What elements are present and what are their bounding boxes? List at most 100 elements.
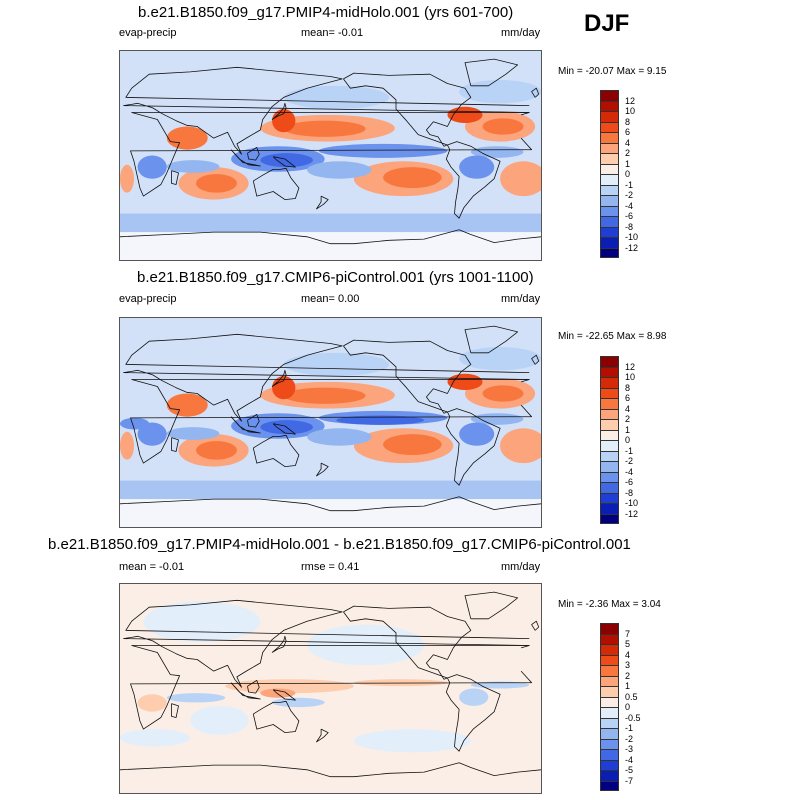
panel-3-coastline	[252, 700, 300, 734]
panel-3-colorbar-tick-label: 7	[625, 628, 631, 639]
panel-2-colorbar-tick-label: -10	[625, 498, 639, 508]
panel-3-coastline	[531, 620, 540, 631]
panel-1-units-label: mm/day	[501, 27, 541, 39]
panel-1-colorbar-tick-label: 1	[625, 158, 631, 169]
panel-2-coastline	[123, 333, 530, 422]
panel-2-arabian-sea	[166, 393, 208, 417]
panel-1-colorbar-swatch	[600, 163, 619, 174]
panel-1-colorbar-swatch	[600, 216, 619, 227]
panel-3-colorbar-tick-label: 0.5	[625, 691, 638, 702]
panel-1-colorbar-tick-label: -1	[625, 179, 634, 190]
panel-3-colorbar-swatch	[600, 759, 619, 770]
panel-3-colorbar-tick-label: -1	[625, 723, 634, 733]
panel-2-amazon	[459, 422, 495, 446]
panel-3-coastline	[271, 635, 287, 653]
panel-2-colorbar-swatch	[600, 482, 619, 493]
panel-2-colorbar-swatch	[600, 450, 619, 461]
panel-2-colorbar	[600, 356, 619, 524]
panel-3-coastline	[343, 605, 472, 680]
panel-2-gulf-stream	[447, 373, 483, 390]
panel-2-colorbar-swatch	[600, 377, 619, 388]
panel-1-colorbar-tick-label: -10	[625, 232, 639, 242]
panel-1-s-atlantic-east	[120, 164, 135, 193]
panel-1-n-atlantic-storm	[459, 80, 541, 104]
panel-2-n-pacific-storm	[283, 352, 389, 377]
panel-2-map	[119, 317, 542, 528]
panel-1-map	[119, 50, 542, 261]
panel-3-colorbar-swatch	[600, 707, 619, 718]
panel-2-units-label: mm/day	[501, 293, 541, 305]
panel-2-coastline	[531, 354, 540, 365]
panel-1-colorbar-tick-label: 6	[625, 127, 631, 137]
panel-1-colorbar-tick-label: 4	[625, 137, 631, 148]
panel-1-map-svg	[120, 51, 541, 260]
panel-1-antarctic-band	[120, 232, 541, 260]
panel-1-s-pacific-core	[383, 167, 442, 189]
panel-2-colorbar-tick-label: 1	[625, 424, 631, 435]
panel-2-coastline	[272, 423, 296, 435]
panel-2-spcz	[307, 428, 372, 446]
panel-1-amazon	[459, 155, 495, 179]
panel-2-variable-label: evap-precip	[119, 293, 177, 305]
panel-2-s-africa-conv	[137, 422, 167, 446]
panel-1-minmax: Min = -20.07 Max = 9.15	[558, 66, 667, 77]
panel-1-coastline	[464, 58, 519, 87]
panel-2-colorbar-swatch	[600, 471, 619, 482]
panel-1-colorbar-swatch	[600, 132, 619, 143]
panel-1-colorbar-swatch	[600, 121, 619, 132]
panel-3-coastline	[445, 674, 501, 752]
panel-1-coastline	[120, 229, 541, 245]
panel-2-coastline	[252, 434, 300, 468]
panel-1-colorbar-tick-label: 8	[625, 116, 631, 127]
panel-2-colorbar-tick-label: -1	[625, 445, 634, 456]
panel-3-colorbar-swatch	[600, 749, 619, 760]
panel-2-coastline	[445, 408, 501, 486]
panel-3-colorbar-swatch	[600, 686, 619, 697]
panel-1-arabian-sea	[166, 126, 208, 150]
panel-2-colorbar-swatch	[600, 408, 619, 419]
panel-2-coastline	[130, 379, 533, 464]
panel-1-coastline	[316, 195, 329, 210]
panel-1-coastline	[252, 167, 300, 201]
panel-2-coastline	[230, 416, 261, 434]
panel-1-coastline	[247, 147, 260, 161]
panel-1-colorbar-tick-label: 0	[625, 169, 631, 179]
panel-3-colorbar-swatch	[600, 738, 619, 749]
panel-2-colorbar-tick-label: -2	[625, 456, 634, 466]
panel-3-colorbar-tick-label: 1	[625, 681, 631, 691]
panel-1-colorbar-tick-label: 12	[625, 95, 636, 106]
panel-3-colorbar-tick-label: 2	[625, 670, 631, 681]
panel-3-title: b.e21.B1850.f09_g17.PMIP4-midHolo.001 - …	[48, 536, 631, 553]
panel-2-colorbar-swatch	[600, 398, 619, 409]
panel-3-colorbar	[600, 623, 619, 791]
panel-2-colorbar-tick-label: -12	[625, 508, 639, 519]
panel-3-coastline	[130, 645, 533, 730]
panel-1-s-africa-conv	[137, 155, 167, 179]
panel-3-africa-pos	[137, 694, 167, 712]
panel-3-coastline	[230, 682, 261, 700]
panel-2-colorbar-swatch	[600, 492, 619, 503]
panel-3-wp-pos	[260, 688, 296, 698]
panel-2-coastline	[316, 462, 329, 477]
panel-1-colorbar-tick-label: -2	[625, 190, 634, 200]
panel-2-colorbar-swatch	[600, 461, 619, 472]
panel-1-coastline	[272, 156, 296, 168]
panel-3-s-atlantic-neg	[120, 729, 191, 747]
panel-2-colorbar-swatch	[600, 366, 619, 377]
panel-1-colorbar-tick-label: 2	[625, 148, 631, 158]
panel-1-colorbar-swatch	[600, 226, 619, 237]
panel-2-coastline	[171, 437, 179, 452]
panel-1-colorbar-swatch	[600, 111, 619, 122]
panel-1-colorbar-swatch	[600, 205, 619, 216]
panel-3-spcz-neg	[272, 697, 325, 708]
panel-3-coastline	[464, 591, 519, 620]
panel-1-colorbar-swatch	[600, 184, 619, 195]
panel-3-mean-label: mean = -0.01	[119, 561, 185, 573]
panel-3-colorbar-swatch	[600, 717, 619, 728]
panel-2-n-pacific-core	[283, 387, 366, 404]
panel-1-coastline	[230, 149, 261, 167]
panel-3-map-svg	[120, 584, 541, 793]
panel-1-coastline	[531, 87, 540, 98]
panel-2-s-atlantic-high	[500, 428, 541, 464]
panel-2-colorbar-swatch	[600, 503, 619, 514]
